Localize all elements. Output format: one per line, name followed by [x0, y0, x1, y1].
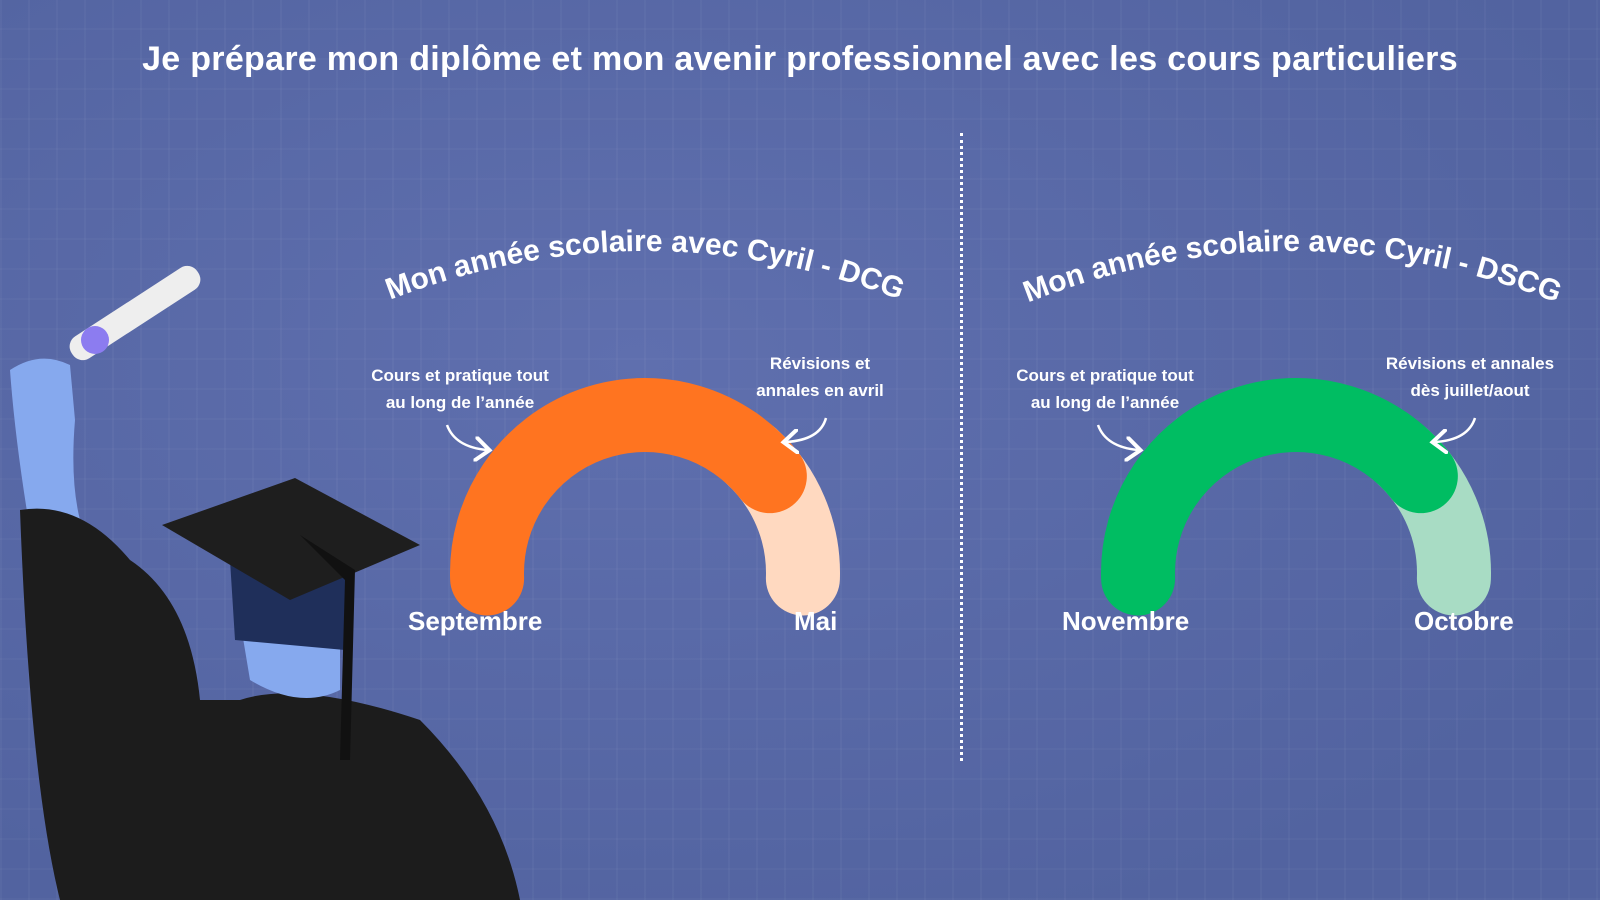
- end-label-dcg: Mai: [794, 606, 838, 636]
- raised-arm: [10, 358, 80, 530]
- gauge-main-segment: [1101, 378, 1458, 616]
- gauge-title-dscg: Mon année scolaire avec Cyril - DSCG: [1019, 225, 1566, 309]
- start-label-dscg: Novembre: [1062, 606, 1190, 636]
- note-left-dcg: Cours et pratique tout au long de l’année: [371, 366, 549, 412]
- end-label-dscg: Octobre: [1414, 606, 1514, 636]
- diploma-ribbon: [81, 326, 109, 354]
- note-right-dscg: Révisions et annales dès juillet/aout: [1385, 354, 1555, 400]
- gauge-title-dcg: Mon année scolaire avec Cyril - DCG: [381, 225, 909, 306]
- arrow-icon: [786, 417, 828, 442]
- divider: [960, 133, 963, 761]
- tassel: [300, 535, 355, 760]
- start-label-dcg: Septembre: [408, 606, 543, 636]
- note-left-dscg: Cours et pratique tout au long de l’année: [1016, 366, 1194, 412]
- arrow-icon: [445, 424, 487, 450]
- gown: [20, 508, 520, 900]
- gauge-main-segment: [450, 378, 807, 616]
- arrow-icon: [1435, 417, 1477, 442]
- mortarboard: [162, 478, 420, 600]
- note-right-dcg: Révisions et annales en avril: [756, 354, 884, 400]
- page-title: Je prépare mon diplôme et mon avenir pro…: [142, 40, 1458, 78]
- graduate-illustration: [10, 265, 520, 900]
- arrow-icon: [1096, 424, 1138, 450]
